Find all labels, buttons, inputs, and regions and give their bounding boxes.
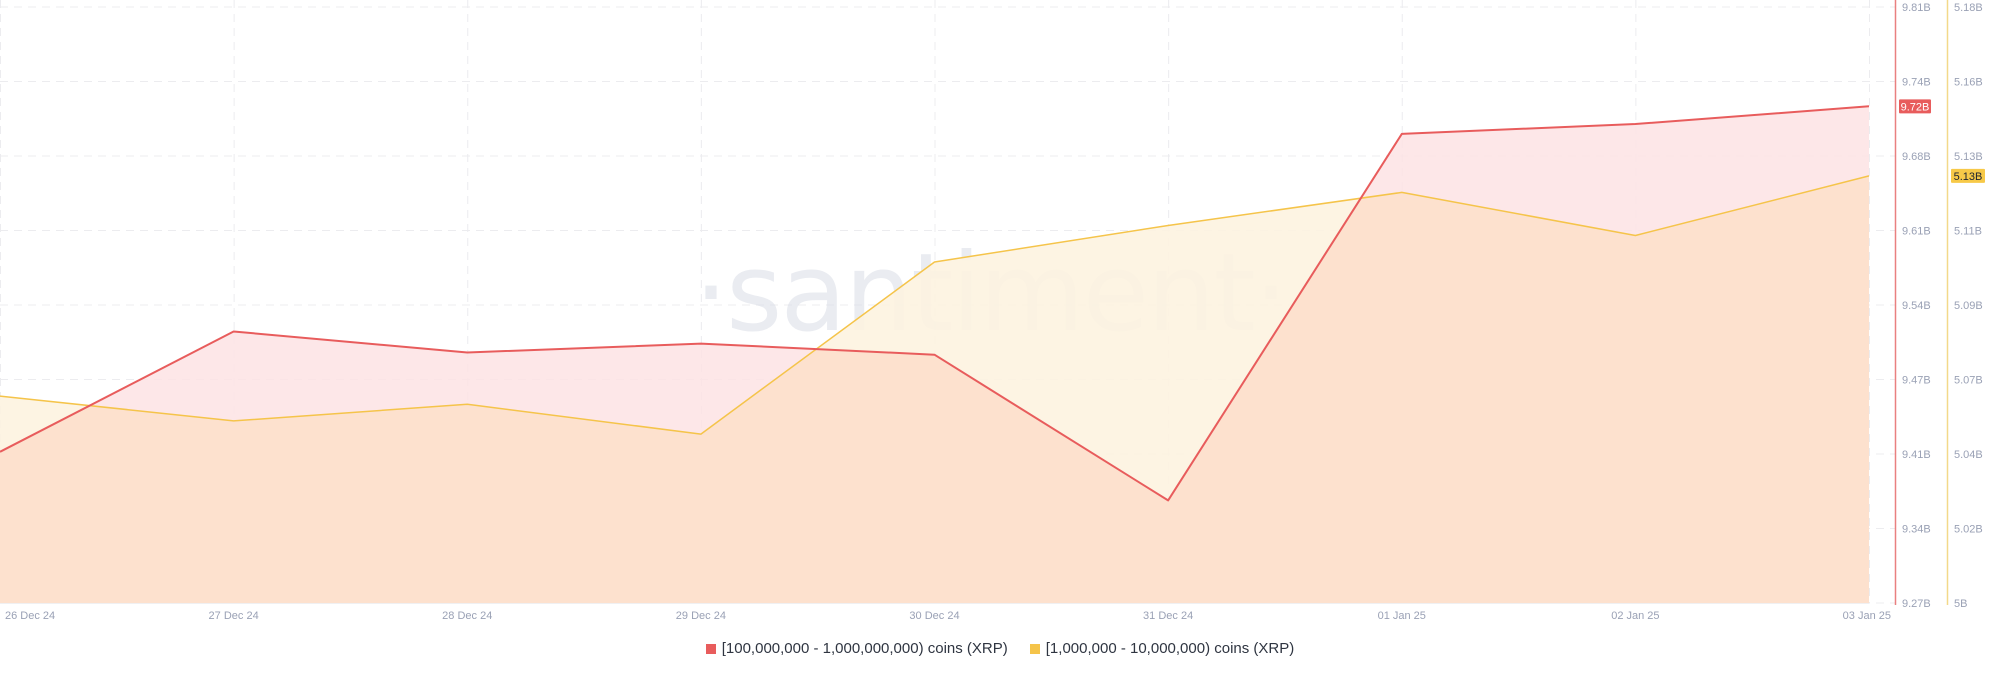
legend: [100,000,000 - 1,000,000,000) coins (XRP… — [0, 640, 2000, 657]
svg-text:9.74B: 9.74B — [1902, 77, 1931, 89]
svg-text:5.13B: 5.13B — [1954, 151, 1983, 163]
svg-text:02 Jan 25: 02 Jan 25 — [1611, 610, 1659, 622]
legend-item-mid-holders[interactable]: [1,000,000 - 10,000,000) coins (XRP) — [1029, 640, 1295, 657]
svg-text:5B: 5B — [1954, 598, 1967, 610]
series-lines — [0, 105, 1870, 502]
svg-text:9.47B: 9.47B — [1902, 375, 1931, 387]
svg-text:9.81B: 9.81B — [1902, 2, 1931, 14]
last-value-badge-red — [1899, 99, 1931, 114]
svg-text:27 Dec 24: 27 Dec 24 — [209, 610, 259, 622]
svg-text:9.27B: 9.27B — [1902, 598, 1931, 610]
svg-text:5.11B: 5.11B — [1954, 226, 1982, 238]
legend-swatch-yellow — [1029, 643, 1040, 654]
svg-text:5.02B: 5.02B — [1954, 524, 1983, 536]
svg-text:5.07B: 5.07B — [1954, 375, 1983, 387]
x-axis: 26 Dec 24 27 Dec 24 28 Dec 24 29 Dec 24 30 D… — [0, 603, 1891, 622]
svg-text:26 Dec 24: 26 Dec 24 — [5, 610, 55, 622]
line-mid-holders — [0, 175, 1870, 435]
left-y-axis: 9.81B 9.74B 9.68B 9.61B 9.54B 9.47B 9.41B 9.34B… — [1894, 0, 1931, 610]
legend-swatch-red — [705, 643, 716, 654]
svg-text:03 Jan 25: 03 Jan 25 — [1843, 610, 1891, 622]
line-large-holders — [0, 105, 1870, 502]
last-value-badges: 9.72B 5.13B — [1899, 99, 1985, 183]
right-y-axis: 5.18B 5.16B 5.13B 5.11B 5.09B 5.07B 5.04B 5.02B… — [1946, 0, 1983, 610]
legend-item-large-holders[interactable]: [100,000,000 - 1,000,000,000) coins (XRP… — [705, 640, 1008, 657]
svg-text:31 Dec 24: 31 Dec 24 — [1143, 610, 1193, 622]
series-areas — [0, 106, 1869, 604]
svg-text:30 Dec 24: 30 Dec 24 — [909, 610, 959, 622]
legend-label: [100,000,000 - 1,000,000,000) coins (XRP… — [721, 640, 1008, 657]
svg-text:01 Jan 25: 01 Jan 25 — [1378, 610, 1426, 622]
svg-text:5.09B: 5.09B — [1954, 300, 1983, 312]
svg-text:9.34B: 9.34B — [1902, 524, 1931, 536]
svg-text:5.13B: 5.13B — [1954, 171, 1983, 183]
svg-text:5.16B: 5.16B — [1954, 77, 1983, 89]
svg-text:9.72B: 9.72B — [1901, 101, 1930, 113]
svg-text:5.18B: 5.18B — [1954, 2, 1983, 14]
svg-text:5.04B: 5.04B — [1954, 449, 1983, 461]
area-overlap — [0, 175, 1869, 603]
last-value-badge-yellow — [1951, 168, 1985, 183]
svg-text:9.41B: 9.41B — [1902, 449, 1931, 461]
legend-label: [1,000,000 - 10,000,000) coins (XRP) — [1045, 640, 1295, 657]
svg-text:9.68B: 9.68B — [1902, 151, 1931, 163]
svg-text:9.54B: 9.54B — [1902, 300, 1931, 312]
svg-text:28 Dec 24: 28 Dec 24 — [442, 610, 492, 622]
svg-text:29 Dec 24: 29 Dec 24 — [676, 610, 726, 622]
svg-text:9.61B: 9.61B — [1902, 226, 1931, 238]
